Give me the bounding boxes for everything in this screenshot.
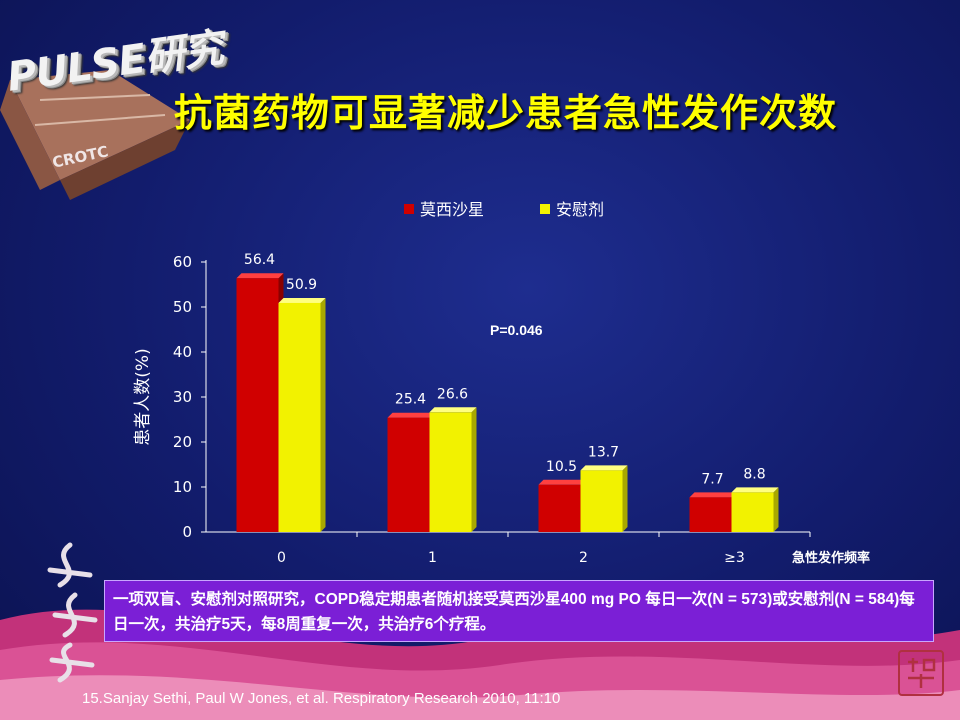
data-label: 10.5 [546, 459, 577, 475]
bar-moxifloxacin [236, 278, 279, 532]
data-label: 25.4 [395, 392, 426, 408]
bar-placebo [580, 470, 623, 532]
x-tick-label: 1 [428, 550, 437, 566]
legend-label: 安慰剂 [556, 200, 604, 219]
x-tick-label: ≥3 [724, 550, 745, 566]
bar-top [236, 273, 284, 279]
y-axis-label: 患者人数(%) [133, 348, 153, 445]
bar-top [731, 487, 779, 493]
bar-moxifloxacin [689, 497, 732, 532]
legend-swatch [540, 204, 550, 214]
bar-top [387, 412, 435, 418]
data-label: 50.9 [286, 277, 317, 293]
bar-side [622, 465, 628, 532]
study-description: 一项双盲、安慰剂对照研究，COPD稳定期患者随机接受莫西沙星400 mg PO … [104, 580, 934, 642]
bar-placebo [278, 302, 321, 532]
bar-moxifloxacin [387, 417, 430, 532]
bar-side [471, 407, 477, 532]
y-tick-label: 0 [182, 523, 192, 541]
calligraphy-decoration [47, 542, 98, 683]
y-tick-label: 30 [173, 388, 192, 406]
x-tick-label: 0 [277, 550, 286, 566]
y-tick-label: 50 [173, 298, 192, 316]
bar-top [278, 297, 326, 303]
data-label: 26.6 [437, 386, 468, 402]
bar-top [538, 479, 586, 485]
x-axis-label: 急性发作频率 [792, 550, 870, 566]
reference-citation: 15.Sanjay Sethi, Paul W Jones, et al. Re… [82, 690, 561, 707]
bar-moxifloxacin [538, 484, 581, 532]
bar-top [689, 492, 737, 498]
p-value-annotation: P=0.046 [490, 322, 543, 338]
data-label: 13.7 [588, 444, 619, 460]
bar-placebo [731, 492, 774, 532]
data-label: 7.7 [701, 471, 723, 487]
y-tick-label: 10 [173, 478, 192, 496]
y-tick-label: 60 [173, 253, 192, 271]
legend-swatch [404, 204, 414, 214]
bar-side [773, 487, 779, 532]
bar-placebo [429, 412, 472, 532]
slide-title: 抗菌药物可显著减少患者急性发作次数 [174, 91, 838, 135]
seal-stamp-icon [898, 650, 944, 696]
y-tick-label: 40 [173, 343, 192, 361]
legend-label: 莫西沙星 [420, 200, 484, 219]
data-label: 56.4 [244, 252, 275, 268]
x-tick-label: 2 [579, 550, 588, 566]
pyramid-icon [0, 70, 190, 200]
bar-top [580, 465, 628, 471]
bar-top [429, 407, 477, 413]
pulse-logo: PULSE研究 CROTC [0, 0, 230, 200]
data-label: 8.8 [743, 466, 765, 482]
y-tick-label: 20 [173, 433, 192, 451]
bar-side [320, 297, 326, 532]
